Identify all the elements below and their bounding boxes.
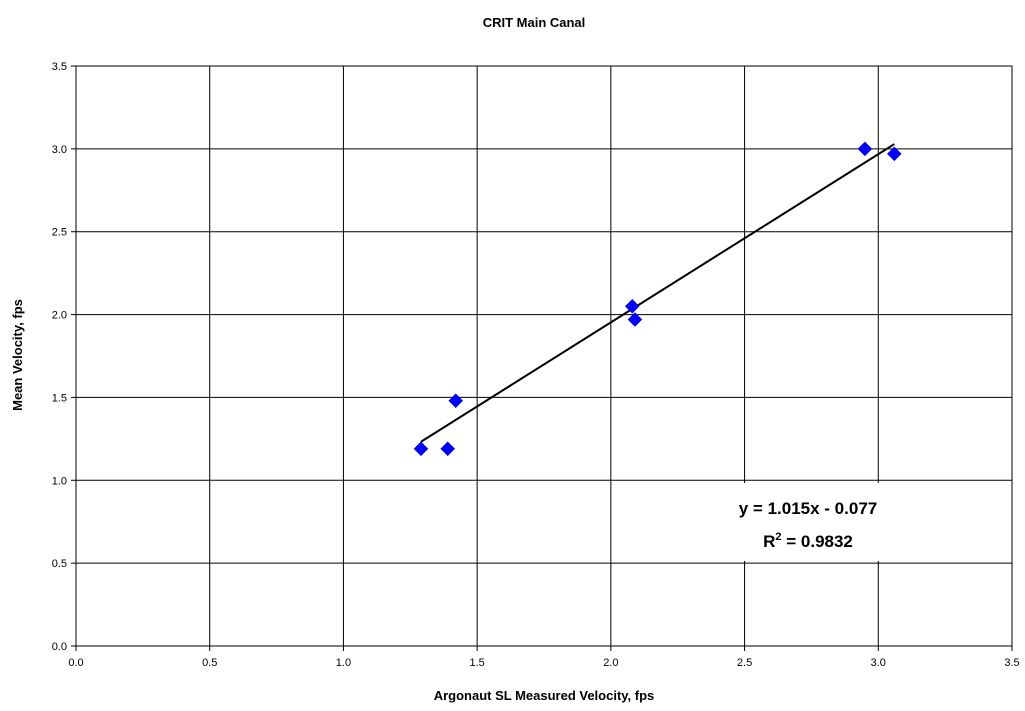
r-squared-exponent: 2 bbox=[775, 531, 781, 543]
y-tick-label: 0.5 bbox=[52, 558, 67, 570]
y-tick-label: 1.5 bbox=[52, 392, 67, 404]
data-point-marker bbox=[440, 441, 456, 457]
r-squared-label: R2 = 0.9832 bbox=[763, 531, 853, 551]
y-axis-ticks: 0.0 0.5 1.0 1.5 2.0 2.5 3.0 3.5 bbox=[52, 61, 67, 653]
trendline-equation: y = 1.015x - 0.077 bbox=[739, 499, 877, 518]
x-tick-label: 3.5 bbox=[1004, 657, 1019, 669]
y-tick-label: 3.0 bbox=[52, 144, 67, 156]
x-tick-label: 0.5 bbox=[202, 657, 217, 669]
y-axis-label: Mean Velocity, fps bbox=[10, 299, 25, 411]
data-point-marker bbox=[624, 298, 640, 314]
y-tick-label: 3.5 bbox=[52, 61, 67, 73]
y-tick-label: 2.5 bbox=[52, 227, 67, 239]
x-axis-label: Argonaut SL Measured Velocity, fps bbox=[434, 688, 655, 703]
x-tick-label: 1.0 bbox=[336, 657, 351, 669]
equation-box bbox=[692, 483, 920, 561]
x-tick-label: 2.5 bbox=[737, 657, 752, 669]
data-point-marker bbox=[627, 312, 643, 327]
data-point-marker bbox=[413, 441, 429, 457]
x-tick-label: 2.0 bbox=[603, 657, 618, 669]
data-point-marker bbox=[448, 393, 464, 409]
data-points bbox=[413, 141, 902, 457]
data-point-marker bbox=[886, 146, 902, 162]
x-tick-label: 3.0 bbox=[871, 657, 886, 669]
x-axis-ticks: 0.0 0.5 1.0 1.5 2.0 2.5 3.0 3.5 bbox=[68, 657, 1019, 669]
x-tick-label: 0.0 bbox=[68, 657, 83, 669]
y-tick-label: 2.0 bbox=[52, 310, 67, 322]
gridlines bbox=[71, 65, 1013, 651]
x-tick-label: 1.5 bbox=[469, 657, 484, 669]
r-squared-prefix: R bbox=[763, 532, 775, 551]
y-tick-label: 0.0 bbox=[52, 641, 67, 653]
chart-title: CRIT Main Canal bbox=[483, 15, 586, 30]
data-point-marker bbox=[857, 141, 873, 157]
trendline bbox=[420, 143, 895, 443]
y-tick-label: 1.0 bbox=[52, 475, 67, 487]
r-squared-value: = 0.9832 bbox=[782, 532, 853, 551]
